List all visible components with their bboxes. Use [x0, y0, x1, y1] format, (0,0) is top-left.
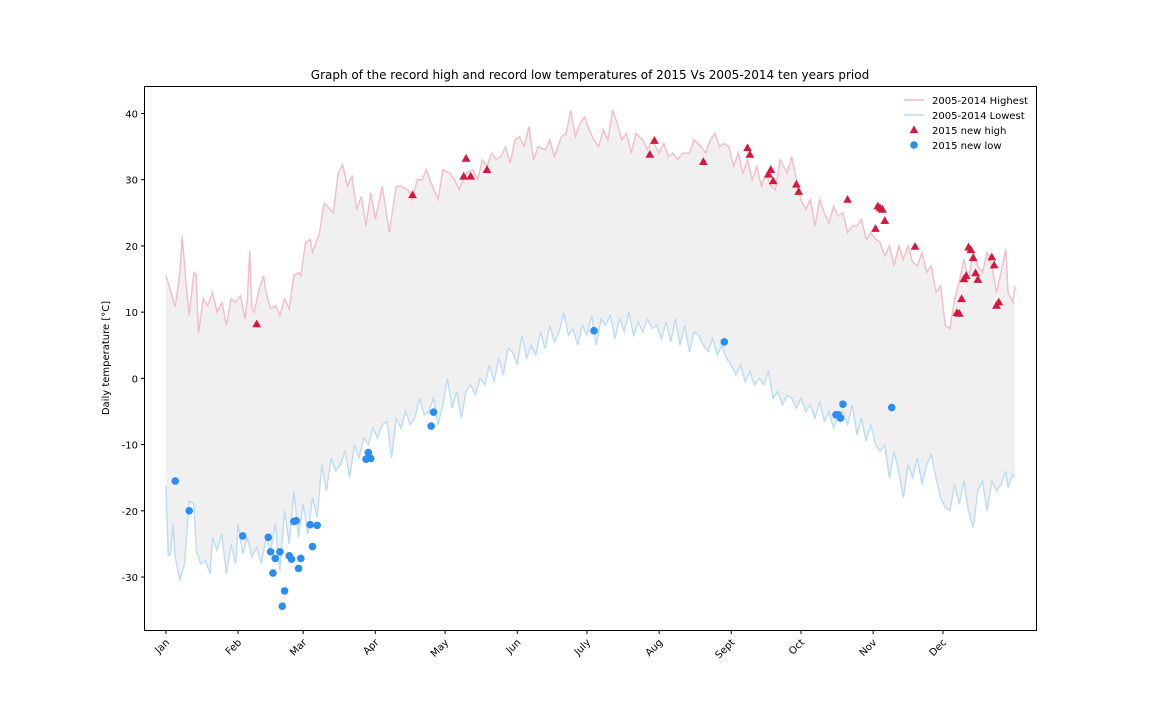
legend-swatch — [910, 141, 918, 149]
legend-label: 2015 new low — [932, 141, 1002, 152]
new-high-point — [961, 271, 971, 279]
new-low-point — [313, 521, 321, 530]
new-high-point — [745, 149, 755, 158]
new-low-point — [306, 520, 314, 529]
new-low-point — [271, 554, 280, 563]
new-high-point — [768, 176, 778, 185]
new-low-point — [720, 338, 729, 346]
legend-label: 2015 new high — [932, 126, 1006, 137]
legend-swatch — [909, 125, 919, 134]
chart-title: Graph of the record high and record low … — [311, 68, 869, 82]
y-tick-label: -30 — [122, 573, 138, 584]
new-high-point — [650, 136, 659, 144]
new-high-point — [843, 194, 852, 203]
new-high-point — [994, 297, 1004, 306]
new-low-point — [276, 548, 284, 556]
new-low-point — [590, 326, 598, 335]
y-tick-label: 0 — [132, 374, 138, 385]
y-tick-label: 10 — [125, 308, 138, 319]
new-high-point — [880, 216, 890, 224]
y-tick-label: -20 — [122, 507, 138, 518]
new-high-point — [743, 143, 752, 152]
y-tick-label: 40 — [125, 109, 138, 120]
new-low-point — [297, 554, 305, 563]
plot-frame — [144, 86, 1037, 631]
new-high-point — [987, 252, 997, 261]
series-line-highest — [165, 109, 1016, 334]
new-low-point — [427, 422, 435, 430]
series-line-lowest — [165, 311, 1016, 581]
new-low-point — [264, 533, 273, 542]
new-low-point — [278, 602, 287, 610]
legend-label: 2005-2014 Highest — [932, 96, 1028, 107]
new-low-point — [171, 477, 180, 485]
new-low-point — [294, 564, 303, 573]
new-high-point — [971, 268, 980, 277]
new-high-point — [871, 224, 880, 232]
new-high-point — [461, 153, 471, 162]
new-low-point — [269, 569, 277, 577]
new-high-point — [482, 165, 492, 173]
y-tick-label: 30 — [125, 176, 138, 187]
new-high-point — [989, 260, 999, 269]
new-high-point — [764, 169, 773, 178]
legend-label: 2005-2014 Lowest — [932, 111, 1025, 122]
new-high-point — [698, 157, 708, 166]
new-high-point — [459, 171, 469, 180]
new-high-point — [968, 253, 978, 262]
new-high-point — [878, 204, 887, 213]
new-low-point — [308, 542, 317, 551]
plot-area — [165, 109, 1016, 610]
y-tick-label: -10 — [122, 441, 138, 452]
new-low-point — [429, 408, 438, 416]
new-low-point — [839, 400, 847, 408]
new-low-point — [836, 414, 845, 422]
new-low-point — [366, 454, 375, 463]
new-high-point — [792, 179, 801, 188]
new-high-point — [973, 275, 983, 283]
new-high-point — [794, 187, 804, 195]
new-high-point — [466, 171, 476, 180]
new-high-point — [954, 308, 964, 317]
new-high-point — [252, 319, 262, 328]
new-low-point — [292, 516, 301, 525]
new-low-point — [238, 532, 247, 540]
new-high-point — [957, 294, 966, 303]
new-low-point — [280, 587, 289, 595]
new-high-point — [766, 165, 776, 173]
new-high-point — [408, 190, 417, 199]
new-low-point — [287, 555, 296, 563]
y-tick-label: 20 — [125, 242, 138, 253]
fill-between-band — [165, 110, 1016, 581]
new-low-point — [887, 403, 896, 412]
new-high-point — [645, 149, 655, 158]
new-low-point — [364, 448, 373, 457]
new-high-point — [966, 245, 976, 254]
legend: 2005-2014 Highest 2005-2014 Lowest 2015 ne… — [904, 96, 1028, 152]
new-low-point — [266, 548, 275, 556]
new-high-point — [910, 241, 920, 250]
y-axis-label: Daily temperature [°C] — [101, 301, 112, 415]
new-low-point — [185, 507, 194, 515]
